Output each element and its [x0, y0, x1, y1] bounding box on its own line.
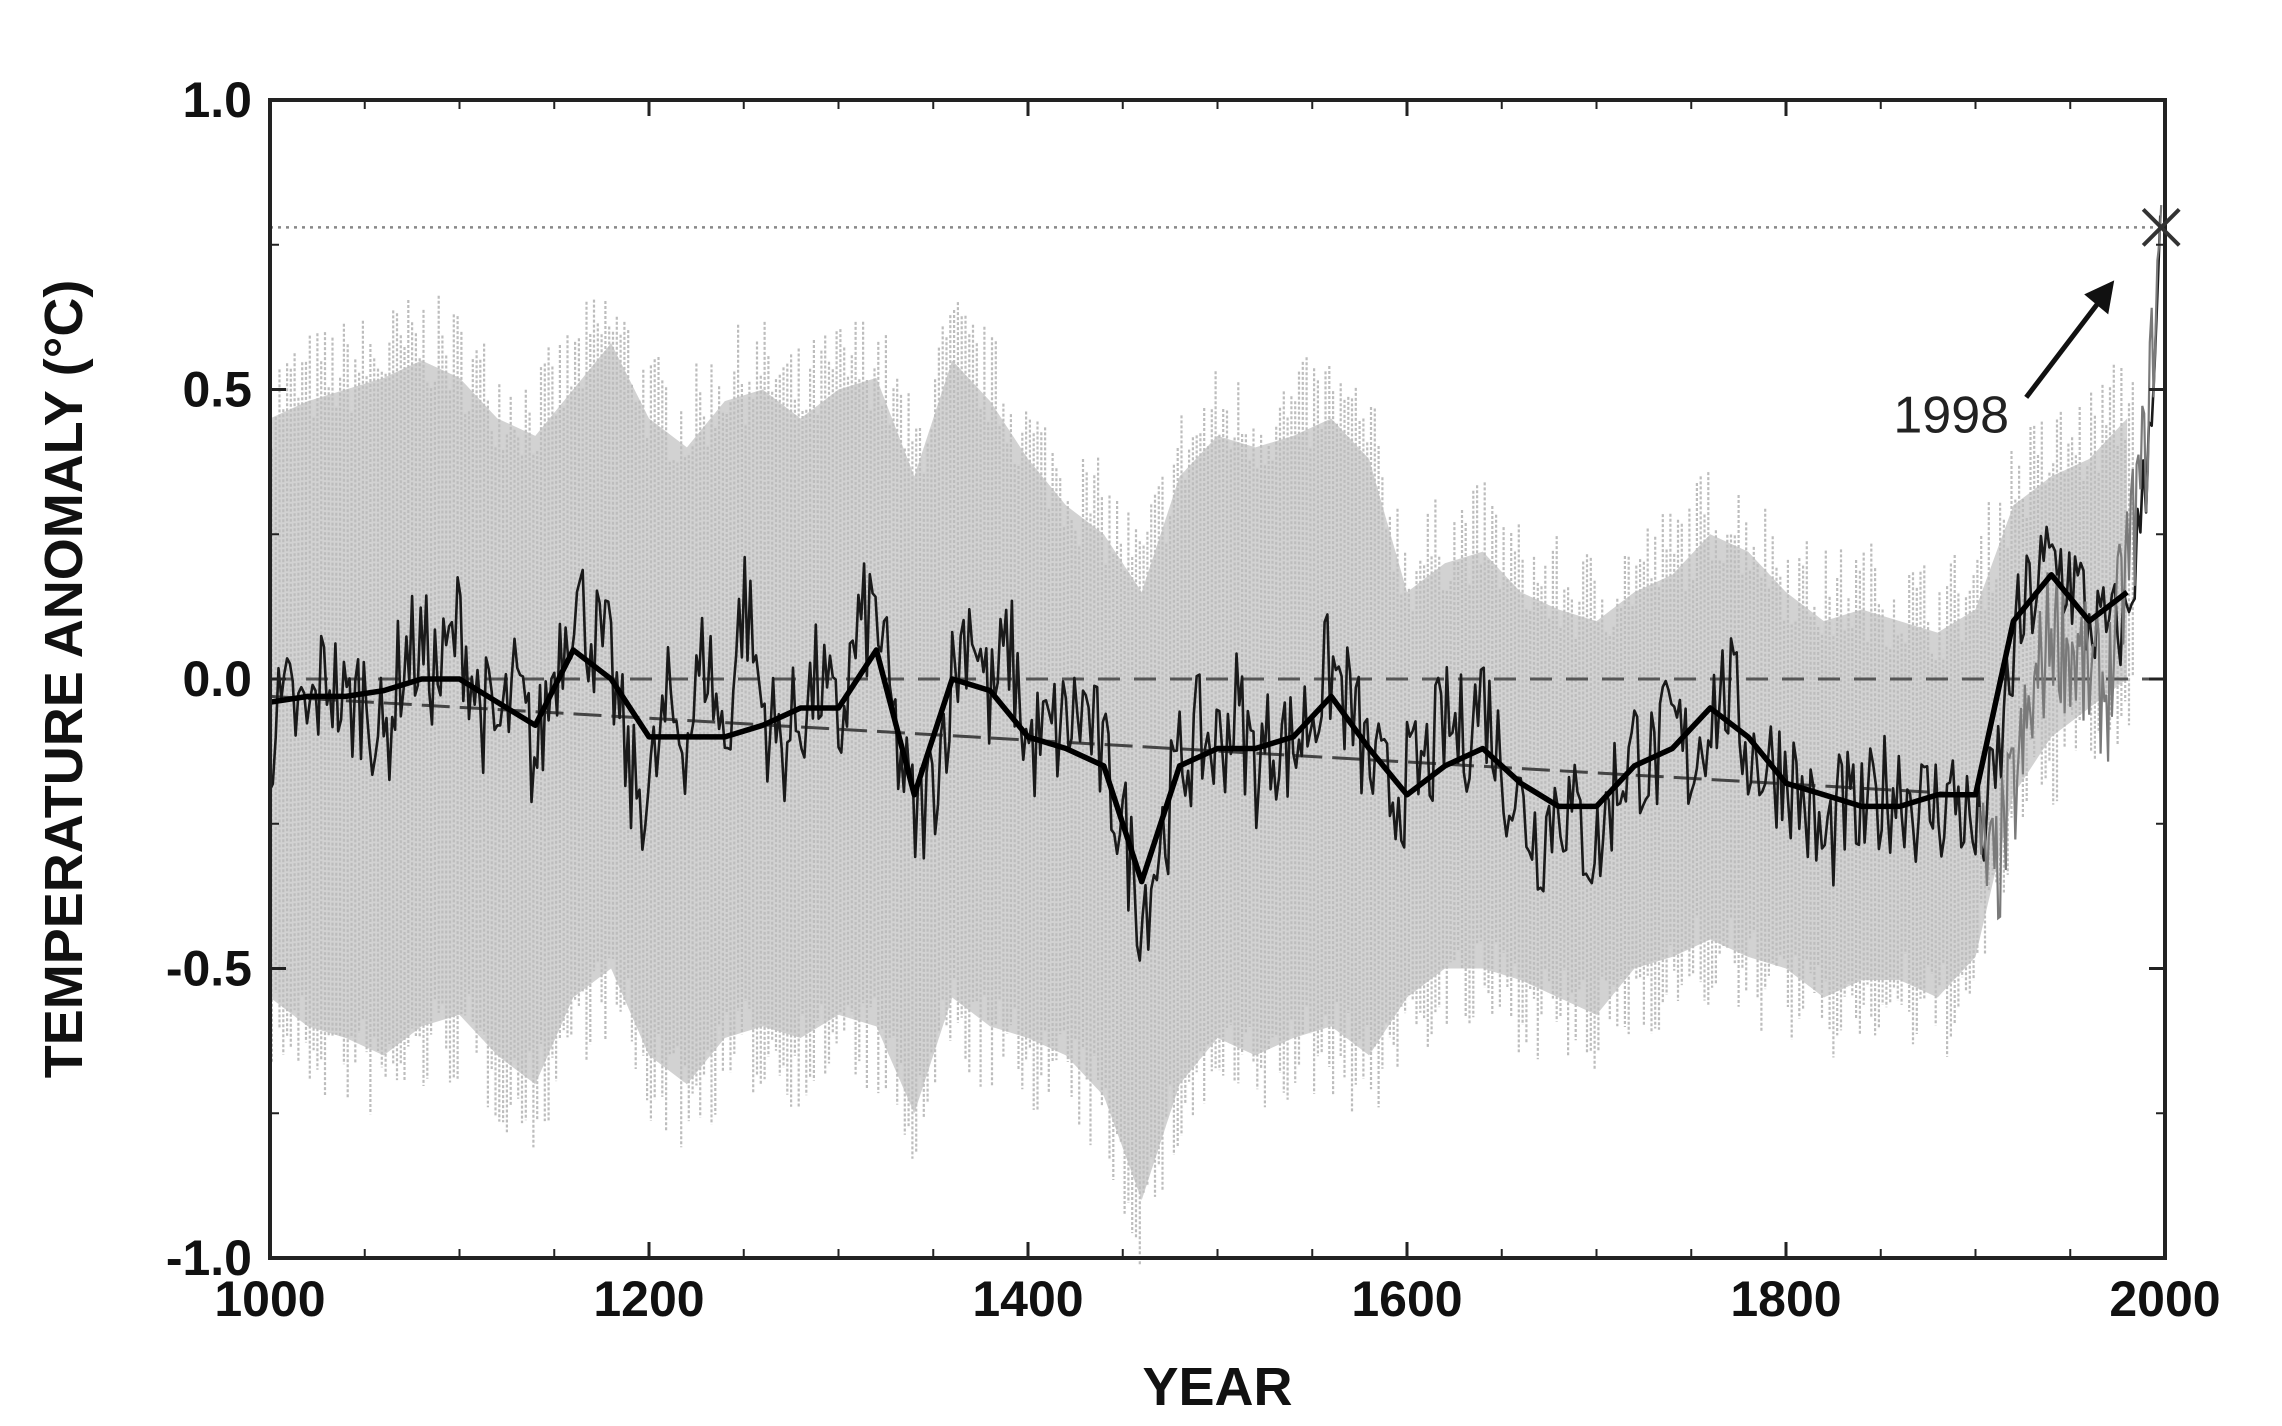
- ticks-layer: 1000 1200 1400 1600 1800 2000 1.0 0.5 0.0 -0.5 -1.…: [166, 72, 2221, 1327]
- series-layer: [268, 205, 2163, 962]
- x-tick-label-2000: 2000: [2109, 1271, 2220, 1327]
- annotation-1998-x-marker: [2141, 207, 2181, 247]
- annotation-1998-arrow: [2024, 290, 2109, 399]
- instrumental-line: [1978, 205, 2163, 921]
- linear-trend-line: [269, 694, 1976, 797]
- x-tick-label-1400: 1400: [972, 1271, 1083, 1327]
- y-tick-label--0.5: -0.5: [166, 941, 252, 997]
- y-tick-label-0: 0.0: [182, 651, 252, 707]
- y-tick-label-0.5: 0.5: [182, 362, 252, 418]
- x-tick-label-1600: 1600: [1351, 1271, 1462, 1327]
- y-tick-label-1: 1.0: [182, 72, 252, 128]
- annotation-layer: 1998: [1893, 207, 2181, 444]
- reference-lines-layer: [270, 226, 2165, 681]
- x-tick-label-1200: 1200: [593, 1271, 704, 1327]
- x-tick-label-1800: 1800: [1730, 1271, 1841, 1327]
- x-marker-stroke-b: [2141, 207, 2181, 247]
- x-axis-title: YEAR: [1142, 1357, 1292, 1417]
- smoothed-line: [269, 572, 2129, 885]
- x-tick-label-1000: 1000: [214, 1271, 325, 1327]
- y-tick-label--1: -1.0: [166, 1230, 252, 1286]
- annotation-1998-arrowhead: [2084, 280, 2115, 315]
- annotation-1998-label: 1998: [1893, 386, 2009, 444]
- y-axis-title: TEMPERATURE ANOMALY (°C): [34, 280, 94, 1079]
